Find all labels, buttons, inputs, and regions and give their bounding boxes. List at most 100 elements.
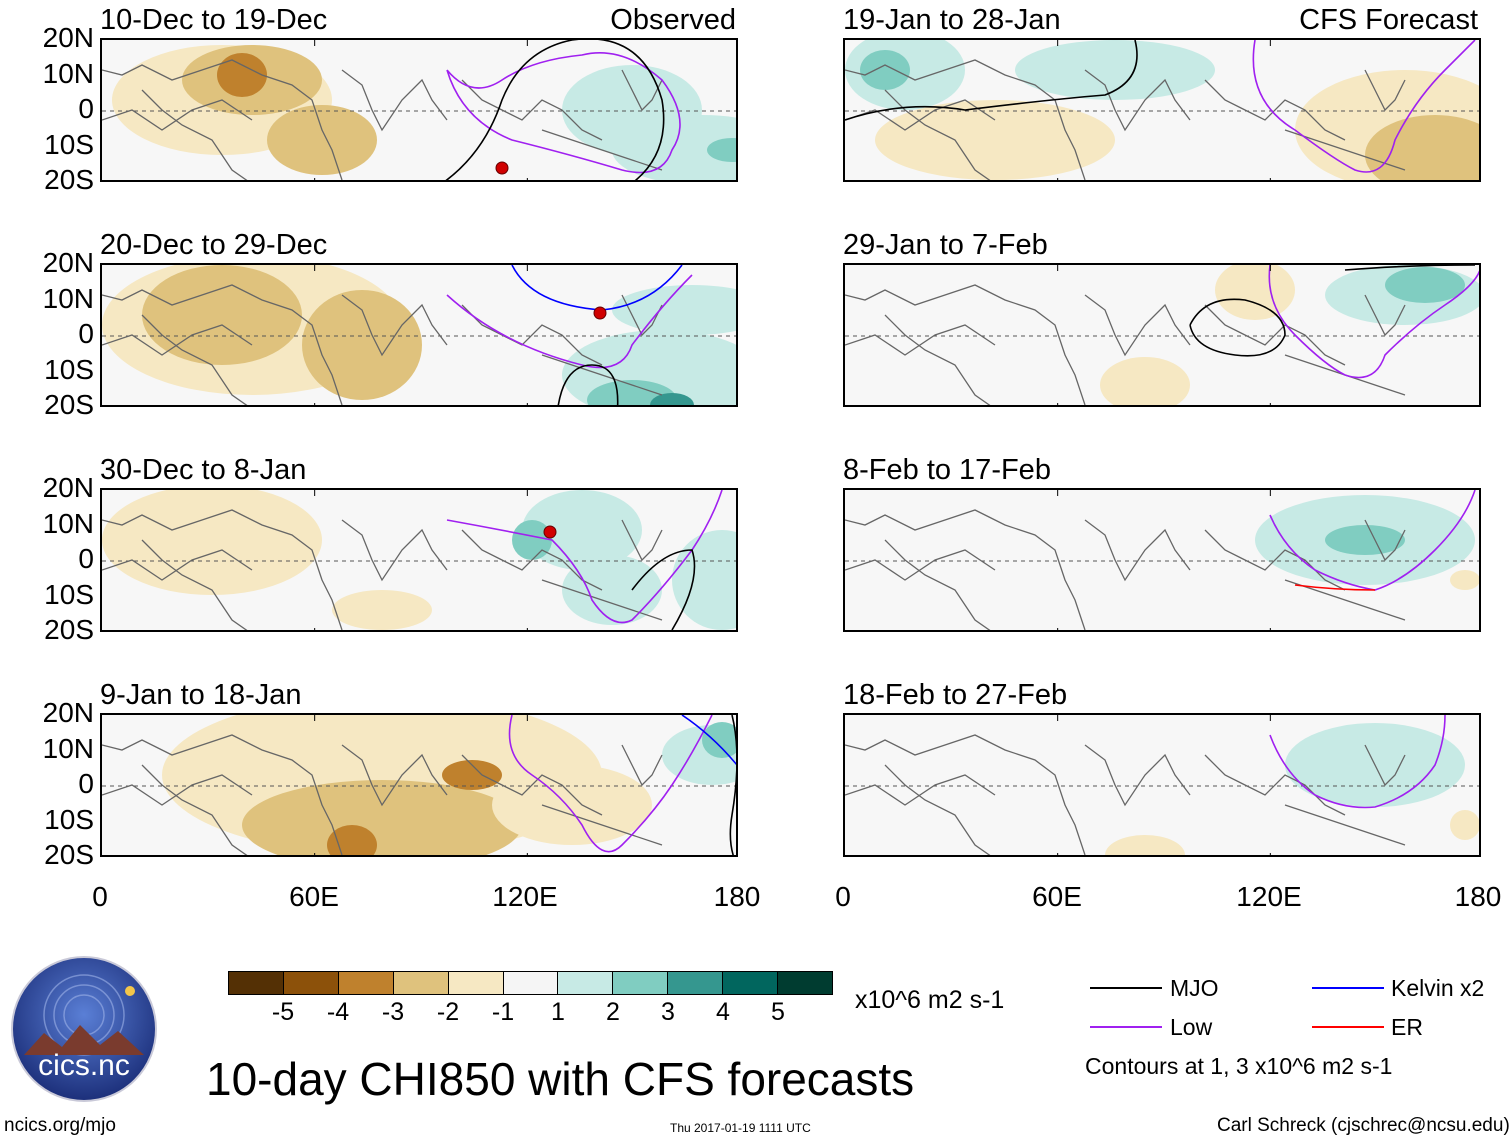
coastline-2-1 bbox=[141, 314, 248, 405]
lat-tick-4-0: 20N bbox=[42, 697, 94, 728]
footer-author: Carl Schreck (cjschrec@ncsu.edu) bbox=[1217, 1115, 1510, 1136]
colorbar-swatch-4 bbox=[448, 972, 504, 994]
coastlines-6 bbox=[845, 284, 1406, 405]
contour-1-1 bbox=[445, 40, 665, 180]
coastlines-8 bbox=[845, 734, 1406, 855]
map-panel-7 bbox=[843, 488, 1481, 632]
storm-marker-1 bbox=[593, 306, 607, 320]
panel-title-3: 30-Dec to 8-Jan bbox=[100, 454, 307, 486]
panel-title-4: 9-Jan to 18-Jan bbox=[100, 679, 302, 711]
colorbar-label-3: -2 bbox=[436, 998, 460, 1026]
anomaly-fill-1 bbox=[112, 45, 736, 180]
coastline-1-3 bbox=[461, 79, 603, 141]
coastline-8-4 bbox=[1284, 804, 1406, 846]
lon-tick-0-right: 0 bbox=[835, 881, 851, 912]
coastline-4-2 bbox=[341, 744, 448, 807]
colorbar-label-0: -5 bbox=[271, 998, 295, 1026]
lat-tick-2-2: 0 bbox=[78, 318, 94, 349]
lon-tick-120e-right: 120E bbox=[1236, 881, 1302, 912]
coastline-5-2 bbox=[1084, 69, 1191, 132]
map-panel-4 bbox=[100, 713, 738, 857]
lat-tick-1-0: 20N bbox=[42, 22, 94, 53]
coastline-6-5 bbox=[1364, 294, 1406, 337]
contour-2-2 bbox=[557, 364, 619, 405]
coastline-5-1 bbox=[884, 89, 991, 180]
coastline-5-5 bbox=[1364, 69, 1406, 112]
coastline-3-1 bbox=[141, 539, 248, 630]
map-panel-1 bbox=[100, 38, 738, 182]
map-svg-2 bbox=[102, 265, 736, 405]
chart-title: 10-day CHI850 with CFS forecasts bbox=[206, 1053, 915, 1105]
legend-label-er: ER bbox=[1391, 1014, 1423, 1040]
coastline-1-5 bbox=[621, 69, 663, 112]
logo-text: cics.nc bbox=[38, 1049, 130, 1082]
coastline-2-4 bbox=[541, 354, 663, 396]
anomaly-blob-1-2 bbox=[217, 53, 267, 97]
coastlines-4 bbox=[102, 734, 663, 855]
anomaly-fill-7 bbox=[1255, 495, 1479, 590]
contour-4-2 bbox=[729, 715, 736, 855]
lon-tick-0-left: 0 bbox=[92, 881, 108, 912]
anomaly-blob-8-2 bbox=[1450, 810, 1479, 840]
legend-line-er bbox=[1312, 1026, 1384, 1028]
coastline-8-0 bbox=[845, 734, 1086, 855]
colorbar-swatch-9 bbox=[723, 972, 779, 994]
panel-tag-forecast: CFS Forecast bbox=[1299, 4, 1478, 36]
coastline-4-4 bbox=[541, 804, 663, 846]
colorbar-label-4: -1 bbox=[491, 998, 515, 1026]
colorbar-swatch-1 bbox=[283, 972, 339, 994]
anomaly-blob-1-6 bbox=[707, 138, 736, 162]
contour-7-0 bbox=[1269, 490, 1476, 591]
lon-tick-120e-left: 120E bbox=[492, 881, 558, 912]
panel-title-2: 20-Dec to 29-Dec bbox=[100, 229, 328, 261]
contour-5-1 bbox=[845, 40, 1138, 121]
colorbar-swatch-0 bbox=[229, 972, 284, 994]
colorbar-label-9: 5 bbox=[771, 998, 785, 1026]
coastline-3-3 bbox=[461, 529, 603, 591]
contour-4-1 bbox=[681, 715, 736, 766]
colorbar-label-8: 4 bbox=[716, 998, 730, 1026]
lat-tick-1-1: 10N bbox=[42, 57, 94, 89]
anomaly-blob-5-2 bbox=[1365, 115, 1479, 180]
coastline-8-2 bbox=[1084, 744, 1191, 807]
coastline-1-4 bbox=[541, 129, 663, 171]
map-panel-5 bbox=[843, 38, 1481, 182]
colorbar-swatch-7 bbox=[613, 972, 669, 994]
coastline-5-0 bbox=[845, 59, 1086, 180]
anomaly-blob-2-1 bbox=[142, 265, 302, 365]
coastline-4-6 bbox=[102, 774, 253, 806]
storm-marker-0 bbox=[495, 161, 509, 175]
coastline-3-5 bbox=[621, 519, 663, 562]
colorbar-units: x10^6 m2 s-1 bbox=[855, 986, 1005, 1014]
anomaly-blob-3-4 bbox=[672, 530, 736, 630]
coastline-7-1 bbox=[884, 539, 991, 630]
anomaly-fill-6 bbox=[1100, 265, 1479, 405]
lat-tick-3-1: 10N bbox=[42, 507, 94, 539]
coastline-1-6 bbox=[102, 99, 253, 131]
map-svg-7 bbox=[845, 490, 1479, 630]
panel-title-5: 19-Jan to 28-Jan bbox=[843, 4, 1061, 36]
coastline-2-6 bbox=[102, 324, 253, 356]
coastline-7-5 bbox=[1364, 519, 1406, 562]
coastline-8-1 bbox=[884, 764, 991, 855]
lat-tick-4-1: 10N bbox=[42, 732, 94, 764]
anomaly-blob-3-2 bbox=[512, 520, 552, 560]
colorbar-label-6: 2 bbox=[606, 998, 620, 1026]
coastline-1-0 bbox=[102, 59, 343, 180]
coastline-2-0 bbox=[102, 284, 343, 405]
anomaly-blob-7-1 bbox=[1325, 525, 1405, 555]
coastline-4-0 bbox=[102, 734, 343, 855]
coastline-6-1 bbox=[884, 314, 991, 405]
lon-tick-180-left: 180 bbox=[713, 881, 761, 912]
anomaly-blob-3-3 bbox=[562, 555, 662, 625]
lat-tick-3-4: 20S bbox=[44, 614, 94, 645]
contour-6-1 bbox=[1189, 298, 1286, 357]
coastline-2-2 bbox=[341, 294, 448, 357]
contour-3-0 bbox=[446, 490, 723, 624]
anomaly-blob-4-2 bbox=[442, 760, 502, 790]
colorbar-label-7: 3 bbox=[661, 998, 675, 1026]
colorbar-swatch-8 bbox=[668, 972, 724, 994]
anomaly-blob-4-6 bbox=[702, 722, 736, 758]
coastline-5-6 bbox=[845, 99, 996, 131]
coastline-6-0 bbox=[845, 284, 1086, 405]
